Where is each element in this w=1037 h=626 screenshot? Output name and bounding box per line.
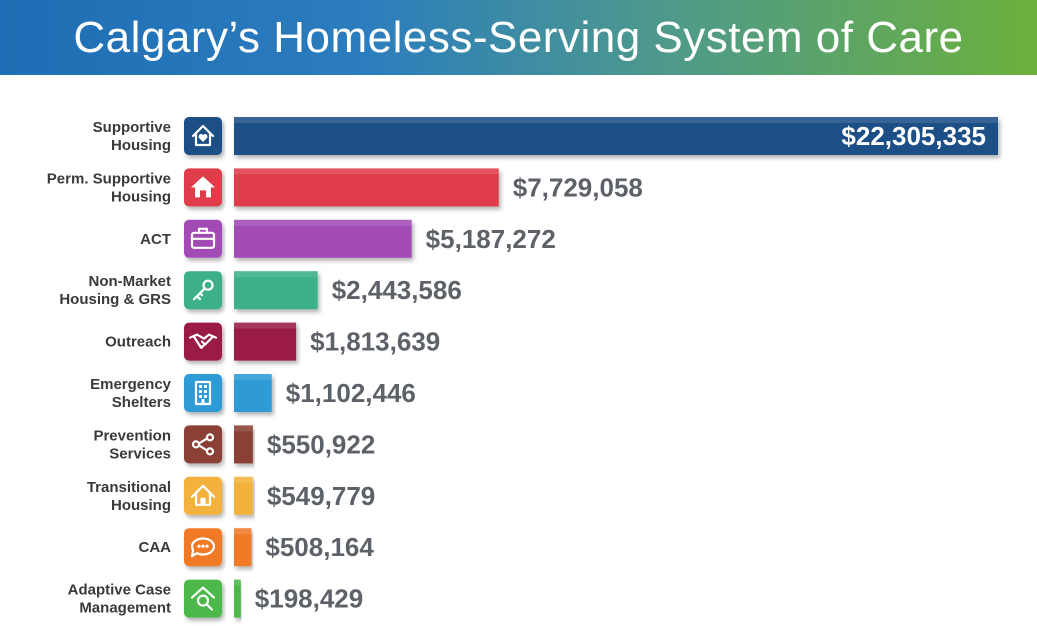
category-label-line: Outreach <box>105 334 171 351</box>
bar-highlight <box>234 168 499 175</box>
share-network-icon <box>184 425 222 464</box>
bar <box>234 425 253 464</box>
bar-highlight <box>234 579 241 586</box>
building-icon <box>184 374 222 412</box>
category-label-line: CAA <box>139 539 172 556</box>
bar <box>234 476 253 515</box>
value-label: $508,164 <box>265 532 374 562</box>
category-label-line: Housing & GRS <box>59 291 171 308</box>
category-label: CAA <box>139 539 172 556</box>
bar-highlight <box>234 528 252 535</box>
category-label-line: Adaptive Case <box>68 582 171 599</box>
category-label: Prevention Services <box>93 427 171 462</box>
category-label-line: Management <box>79 600 171 617</box>
chat-bubble-icon <box>184 528 222 567</box>
home-icon <box>184 168 222 207</box>
category-label: ACT <box>140 231 171 248</box>
bar <box>234 374 272 412</box>
value-label: $2,443,586 <box>332 275 462 305</box>
category-label: Non-Market Housing & GRS <box>59 273 171 308</box>
value-label: $7,729,058 <box>513 172 643 202</box>
category-label-line: Shelters <box>112 394 171 411</box>
category-label-line: Housing <box>111 497 171 514</box>
value-label: $1,813,639 <box>310 327 440 357</box>
chart-title: Calgary’s Homeless-Serving System of Car… <box>73 13 964 62</box>
category-label-line: Services <box>109 445 171 462</box>
category-label: Supportive Housing <box>93 119 171 154</box>
category-label-line: Housing <box>111 137 171 154</box>
value-label: $550,922 <box>267 429 375 459</box>
bar <box>234 528 252 567</box>
value-label: $5,187,272 <box>426 224 556 254</box>
icon-tile <box>184 425 222 464</box>
bar-highlight <box>234 425 253 432</box>
category-label: Transitional Housing <box>87 479 171 514</box>
category-label-line: Non-Market <box>88 273 171 290</box>
key-icon <box>184 271 222 310</box>
category-label: Outreach <box>105 334 171 351</box>
bar-highlight <box>234 271 318 278</box>
icon-tile <box>184 374 222 412</box>
value-label: $22,305,335 <box>841 121 986 151</box>
bar-highlight <box>234 374 272 380</box>
handshake-icon <box>184 322 222 361</box>
bar <box>234 322 297 361</box>
category-label: Perm. Supportive Housing <box>47 170 171 205</box>
category-label-line: Transitional <box>87 479 171 496</box>
category-label-line: Prevention <box>93 427 171 444</box>
category-label-line: Emergency <box>90 376 172 393</box>
bar-highlight <box>234 476 253 483</box>
home-heart-icon <box>184 117 222 155</box>
bar-highlight <box>234 322 297 329</box>
bar-highlight <box>234 219 412 226</box>
home-search-icon <box>184 579 222 618</box>
category-label-line: Housing <box>111 188 171 205</box>
icon-tile <box>184 476 222 515</box>
bar <box>234 219 412 258</box>
bar <box>234 579 241 618</box>
briefcase-icon <box>184 219 222 258</box>
category-label-line: Supportive <box>93 119 171 136</box>
bar-highlight <box>234 117 998 123</box>
value-label: $198,429 <box>255 584 363 614</box>
category-label: Adaptive Case Management <box>68 582 171 617</box>
title-banner <box>0 0 1037 75</box>
value-label: $549,779 <box>267 481 375 511</box>
icon-tile <box>184 579 222 618</box>
category-label: Emergency Shelters <box>90 376 172 411</box>
bar <box>234 168 499 207</box>
bar <box>234 117 998 155</box>
bar <box>234 271 318 310</box>
home-outline-icon <box>184 476 222 515</box>
category-label-line: ACT <box>140 231 171 248</box>
value-label: $1,102,446 <box>286 378 416 408</box>
category-label-line: Perm. Supportive <box>47 170 171 187</box>
